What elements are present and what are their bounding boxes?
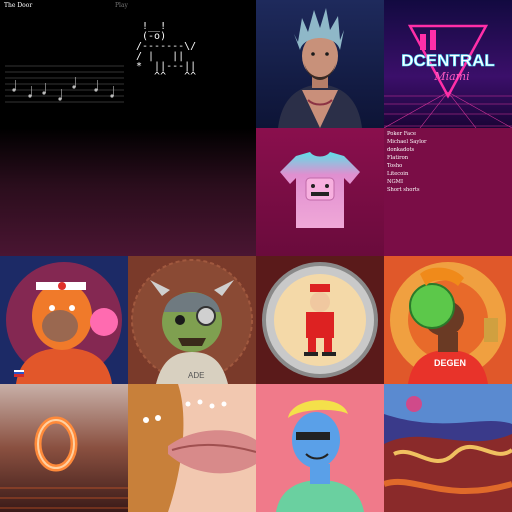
zombie-shirt-text: ADE [188,371,204,380]
tile-dcentral-miami[interactable]: DCENTRAL Miami [384,0,512,128]
dcentral-miami-logo: DCENTRAL Miami [384,0,512,128]
tile-shirt-name-list: Poker Face Michael Saylor donkadots Flat… [384,128,512,256]
tile-ascii-art[interactable]: !__! (-o) /-------\/ / | || * ||---|| ^^… [128,0,256,128]
tile-blank-gradient [0,128,256,256]
tile-glowing-ring[interactable] [0,384,128,512]
list-item[interactable]: Litecoin [387,171,409,177]
list-item[interactable]: NGMI [387,179,404,185]
play-button[interactable]: Play [115,2,128,9]
dcentral-brand-text: DCENTRAL [401,51,495,70]
shirt-name-list: Poker Face Michael Saylor donkadots Flat… [387,130,427,194]
door-title: The Door [4,2,33,9]
tile-blue-cartoon-guy[interactable] [256,384,384,512]
ape-astronaut-image [0,256,128,384]
list-item[interactable]: Flatiron [387,155,409,161]
lips-cookie-image [128,384,256,512]
list-item[interactable]: Michael Saylor [387,139,427,145]
list-item[interactable]: donkadots [387,147,415,153]
zombie-ogre-image: ADE [128,256,256,384]
music-staff-graphic [5,65,124,103]
tile-zombie-ogre[interactable]: ADE [128,256,256,384]
blue-cartoon-guy-image [256,384,384,512]
list-item[interactable]: Poker Face [387,131,417,137]
tile-portrait-spiky-hair[interactable] [256,0,384,128]
tile-degen-character[interactable]: DEGEN [384,256,512,384]
list-item[interactable]: Tosho [387,163,403,169]
tile-abstract-art[interactable] [384,384,512,512]
tile-the-door[interactable]: The Door Play [0,0,128,128]
degen-character-image: DEGEN [384,256,512,384]
coin-character-image [256,256,384,384]
list-item[interactable]: Short shorts [387,187,420,193]
tile-tshirt[interactable] [256,128,384,256]
glowing-ring-image [0,384,128,512]
tile-ape-astronaut[interactable] [0,256,128,384]
tile-coin-character[interactable] [256,256,384,384]
degen-shirt-text: DEGEN [434,358,466,368]
abstract-art-image [384,384,512,512]
tile-lips-cookie[interactable] [128,384,256,512]
tshirt-image [256,128,384,256]
ascii-art: !__! (-o) /-------\/ / | || * ||---|| ^^… [136,21,197,82]
portrait-spiky-hair-image [256,0,384,128]
dcentral-city-text: Miami [433,70,469,83]
